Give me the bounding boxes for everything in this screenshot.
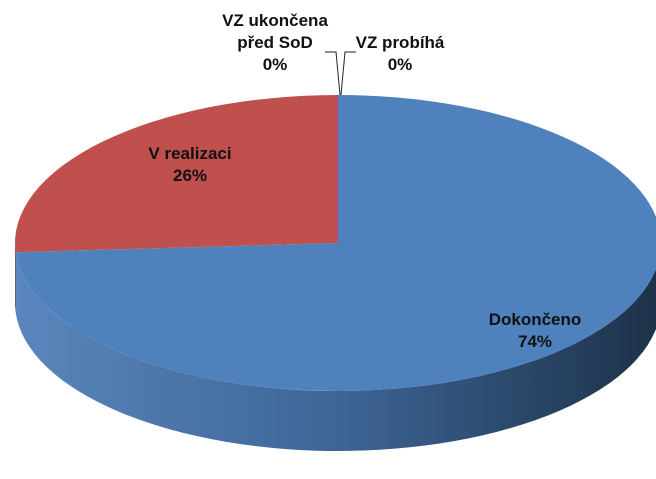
slice-label: VZ probíhá 0%: [350, 32, 450, 76]
value-label: 74%: [517, 332, 553, 351]
category-label: Dokončeno: [488, 310, 582, 329]
slice-label: V realizaci 26%: [130, 143, 250, 187]
category-label: VZ ukončena před SoD: [222, 11, 328, 52]
leader-line: [340, 51, 356, 96]
value-label: 0%: [387, 55, 413, 74]
leader-line: [325, 51, 341, 96]
value-label: 0%: [262, 55, 288, 74]
slice: [15, 95, 656, 391]
category-label: VZ probíhá: [355, 33, 445, 52]
slice: [14, 95, 338, 253]
slice-label: Dokončeno 74%: [470, 309, 600, 353]
slice-side: [15, 243, 16, 313]
value-label: 26%: [172, 166, 208, 185]
slice-label: VZ ukončena před SoD 0%: [215, 10, 335, 76]
slice-side: [15, 252, 656, 451]
category-label: V realizaci: [148, 144, 232, 163]
